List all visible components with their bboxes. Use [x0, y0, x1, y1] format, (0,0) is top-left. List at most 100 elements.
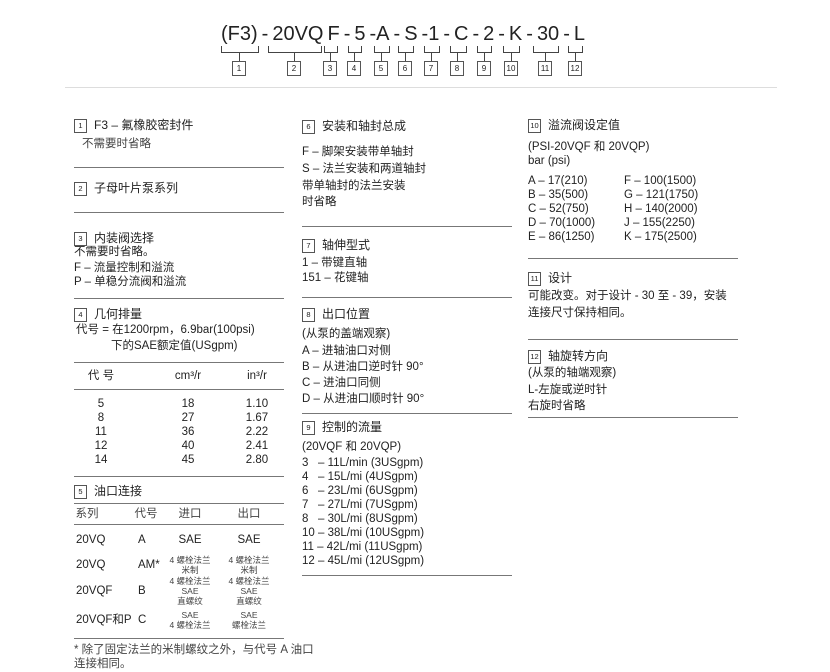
model-code-part: S	[404, 23, 418, 45]
table-cell: 36	[181, 426, 195, 438]
text-line: F – 流量控制和溢流	[74, 262, 175, 274]
section-number-box: 3	[74, 231, 87, 246]
divider	[74, 389, 284, 390]
code-bracket-stem	[484, 53, 485, 61]
divider	[528, 417, 738, 418]
section-10-heading: 10 溢流阀设定值	[528, 118, 620, 133]
code-bracket-stem	[457, 53, 458, 61]
text-line: 6 – 23L/mi (6USgpm)	[302, 485, 418, 497]
section-number-box: 11	[528, 271, 541, 286]
port-code: B	[138, 585, 146, 597]
divider	[74, 503, 284, 504]
section-9-heading: 9 控制的流量	[302, 420, 382, 435]
text-line: 151 – 花键轴	[302, 272, 369, 284]
text-line: 11 – 42L/mi (11USgpm)	[302, 541, 423, 553]
section-number-box: 4	[74, 307, 87, 322]
code-bracket-stem	[545, 53, 546, 61]
section-4-heading: 4 几何排量	[74, 307, 142, 322]
code-bracket	[374, 46, 390, 53]
text-line: 10 – 38L/mi (10USgpm)	[302, 527, 425, 539]
table-cell: 11	[95, 426, 107, 438]
port-series: 20VQF和P	[76, 614, 132, 626]
code-number-box: 12	[568, 61, 582, 76]
text-line: B – 从进油口逆时针 90°	[302, 361, 424, 373]
section-number-box: 7	[302, 238, 315, 253]
divider	[74, 638, 284, 639]
table-header: in³/r	[247, 370, 267, 382]
table-cell: 40	[181, 440, 195, 452]
text-line: D – 从进油口顺时针 90°	[302, 393, 425, 405]
port-series: 20VQF	[76, 585, 113, 597]
code-bracket	[424, 46, 440, 53]
section-12-heading: 12 轴旋转方向	[528, 349, 608, 364]
divider	[528, 258, 738, 259]
divider	[74, 524, 284, 525]
text-line: 8 – 30L/mi (8USgpm)	[302, 513, 418, 525]
code-bracket	[503, 46, 520, 53]
model-code-part: 5	[354, 23, 366, 45]
model-code-part: C	[454, 23, 469, 45]
code-bracket	[398, 46, 414, 53]
model-code-part: -	[261, 23, 269, 45]
code-bracket-stem	[511, 53, 512, 61]
table-header: 系列	[75, 508, 99, 520]
table-header: cm³/r	[174, 370, 202, 382]
port-code: A	[138, 534, 146, 546]
code-bracket	[348, 46, 362, 53]
divider	[302, 575, 512, 576]
text-line: F – 100(1500)	[624, 175, 697, 187]
port-type: SAE 螺栓法兰	[231, 610, 266, 630]
section-title: 轴旋转方向	[548, 349, 609, 363]
text-line: H – 140(2000)	[624, 203, 698, 215]
model-code-part: (F3)	[221, 23, 258, 45]
section-3-heading: 3 内装阀选择	[74, 231, 154, 246]
section-title: 油口连接	[94, 484, 143, 498]
code-bracket	[268, 46, 322, 53]
code-number-box: 8	[450, 61, 464, 76]
code-number-box: 9	[477, 61, 491, 76]
divider	[74, 476, 284, 477]
section-title: 安装和轴封总成	[322, 119, 407, 133]
text-line: bar (psi)	[528, 155, 571, 167]
model-code-part: K	[508, 23, 523, 45]
model-code-part: -	[443, 23, 450, 45]
text-line: C – 进油口同侧	[302, 377, 381, 389]
text-line: 7 – 27L/mi (7USgpm)	[302, 499, 418, 511]
text-line: A – 17(210)	[528, 175, 588, 187]
code-number-box: 10	[504, 61, 518, 76]
section-8-heading: 8 出口位置	[302, 307, 370, 322]
text-line: 不需要时省略。	[74, 246, 155, 258]
text-line: B – 35(500)	[528, 189, 589, 201]
section-number-box: 8	[302, 307, 315, 322]
code-bracket	[450, 46, 467, 53]
section-title: 轴伸型式	[322, 238, 371, 252]
text-line: S – 法兰安装和两道轴封	[302, 163, 426, 175]
text-line: 连接尺寸保持相同。	[528, 307, 632, 319]
text-line: 右旋时省略	[528, 400, 586, 412]
text-line: (从泵的轴端观察)	[528, 367, 617, 379]
port-type: 4 螺栓法兰 米制	[228, 555, 270, 575]
text-line: 4 – 15L/mi (4USgpm)	[302, 471, 418, 483]
text-line: L-左旋或逆时针	[528, 384, 608, 396]
code-bracket	[568, 46, 583, 53]
divider	[74, 167, 284, 168]
text-line: G – 121(1750)	[624, 189, 699, 201]
code-bracket-stem	[239, 53, 240, 61]
section-7-heading: 7 轴伸型式	[302, 238, 370, 253]
divider	[74, 212, 284, 213]
divider	[528, 339, 738, 340]
port-code: AM*	[138, 559, 160, 571]
divider	[74, 298, 284, 299]
table-cell: 27	[181, 412, 195, 424]
section-title: 设计	[548, 271, 573, 285]
divider	[65, 87, 777, 88]
text-line: (从泵的盖端观察)	[302, 328, 391, 340]
table-header: 进口	[178, 508, 202, 520]
section-number-box: 2	[74, 181, 87, 196]
text-line: 12 – 45L/mi (12USgpm)	[302, 555, 425, 567]
model-code-part: -A	[369, 23, 390, 45]
divider	[302, 413, 512, 414]
port-type: SAE	[237, 534, 261, 546]
section-title: 内装阀选择	[94, 231, 155, 245]
section-1-heading: 1 F3 – 氟橡胶密封件	[74, 118, 193, 133]
